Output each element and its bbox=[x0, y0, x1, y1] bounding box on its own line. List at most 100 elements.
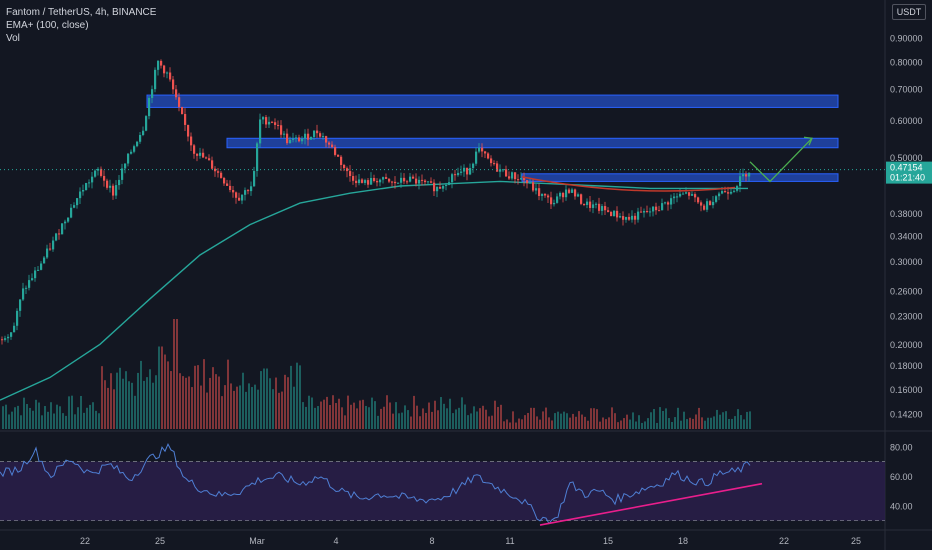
candle-body bbox=[559, 192, 562, 197]
candle bbox=[13, 322, 16, 333]
candle-body bbox=[691, 194, 694, 196]
candle bbox=[187, 124, 190, 142]
candle bbox=[694, 192, 697, 203]
volume-bar bbox=[599, 421, 601, 429]
candle bbox=[532, 179, 535, 193]
candle bbox=[496, 160, 499, 172]
candle bbox=[640, 206, 643, 213]
candle bbox=[700, 200, 703, 212]
candle-body bbox=[73, 205, 76, 208]
currency-button[interactable]: USDT bbox=[892, 4, 926, 20]
volume-bar bbox=[740, 415, 742, 429]
volume-bar bbox=[569, 417, 571, 429]
candle-body bbox=[415, 178, 418, 184]
candle bbox=[472, 162, 475, 173]
candle bbox=[475, 147, 478, 166]
volume-indicator-label[interactable]: Vol bbox=[6, 33, 20, 44]
volume-bar bbox=[353, 402, 355, 429]
candle-body bbox=[241, 194, 244, 201]
candle bbox=[604, 201, 607, 215]
candle bbox=[172, 75, 175, 94]
volume-bar bbox=[101, 366, 103, 429]
candle bbox=[277, 120, 280, 130]
candle bbox=[664, 201, 667, 205]
volume-bar bbox=[719, 414, 721, 429]
candle bbox=[481, 143, 484, 158]
candle bbox=[607, 207, 610, 213]
candle-body bbox=[619, 216, 622, 218]
volume-bar bbox=[149, 369, 151, 429]
ema-indicator-label[interactable]: EMA+ (100, close) bbox=[6, 20, 89, 31]
candle bbox=[124, 163, 127, 174]
volume-bar bbox=[350, 404, 352, 429]
candle-body bbox=[385, 177, 388, 179]
volume-bar bbox=[713, 416, 715, 429]
volume-bar bbox=[731, 418, 733, 429]
candle-body bbox=[337, 154, 340, 157]
volume-bar bbox=[191, 387, 193, 429]
candle bbox=[679, 187, 682, 198]
volume-bar bbox=[329, 405, 331, 429]
candle-body bbox=[253, 171, 256, 187]
candle-body bbox=[472, 163, 475, 169]
candle bbox=[265, 115, 268, 129]
candle-body bbox=[406, 181, 409, 183]
candle bbox=[652, 206, 655, 217]
candle-body bbox=[436, 186, 439, 192]
candle bbox=[70, 204, 73, 219]
candle bbox=[121, 163, 124, 185]
candle bbox=[682, 192, 685, 195]
volume-bar bbox=[551, 420, 553, 429]
candle bbox=[691, 191, 694, 196]
candle bbox=[211, 156, 214, 170]
candle-body bbox=[568, 189, 571, 193]
candle bbox=[436, 185, 439, 198]
candle-body bbox=[106, 180, 109, 188]
candle bbox=[373, 174, 376, 183]
candle bbox=[169, 67, 172, 82]
candle-body bbox=[454, 174, 457, 176]
volume-bar bbox=[494, 400, 496, 429]
candle bbox=[289, 136, 292, 144]
time-axis-label: 15 bbox=[603, 536, 613, 546]
candle-body bbox=[424, 180, 427, 183]
price-axis-label: 0.80000 bbox=[890, 57, 923, 67]
candle-body bbox=[487, 153, 490, 159]
candle bbox=[418, 176, 421, 190]
candle-body bbox=[652, 206, 655, 212]
candle bbox=[52, 236, 55, 252]
volume-bar bbox=[515, 422, 517, 429]
volume-bar bbox=[326, 396, 328, 429]
candle bbox=[55, 232, 58, 242]
candle-body bbox=[676, 196, 679, 198]
volume-bar bbox=[257, 389, 259, 429]
volume-bar bbox=[590, 408, 592, 429]
candle bbox=[334, 144, 337, 157]
candle-body bbox=[316, 130, 319, 134]
volume-bar bbox=[38, 402, 40, 429]
volume-bar bbox=[164, 354, 166, 429]
candle bbox=[634, 212, 637, 225]
volume-bar bbox=[182, 376, 184, 429]
candle-body bbox=[490, 158, 493, 164]
candle bbox=[166, 71, 169, 79]
volume-bar bbox=[185, 377, 187, 429]
volume-bar bbox=[617, 422, 619, 429]
candle-body bbox=[688, 192, 691, 196]
candle bbox=[145, 115, 148, 132]
candle-body bbox=[298, 137, 301, 142]
volume-bar bbox=[677, 407, 679, 429]
volume-bar bbox=[701, 417, 703, 429]
candle-body bbox=[706, 201, 709, 210]
candle bbox=[616, 206, 619, 222]
volume-bar bbox=[14, 407, 16, 429]
candle bbox=[583, 203, 586, 207]
volume-bar bbox=[272, 389, 274, 429]
candle bbox=[718, 191, 721, 201]
volume-bar bbox=[440, 397, 442, 429]
volume-bar bbox=[728, 418, 730, 429]
volume-bar bbox=[680, 420, 682, 429]
candle-body bbox=[334, 146, 337, 155]
candle-body bbox=[457, 172, 460, 176]
